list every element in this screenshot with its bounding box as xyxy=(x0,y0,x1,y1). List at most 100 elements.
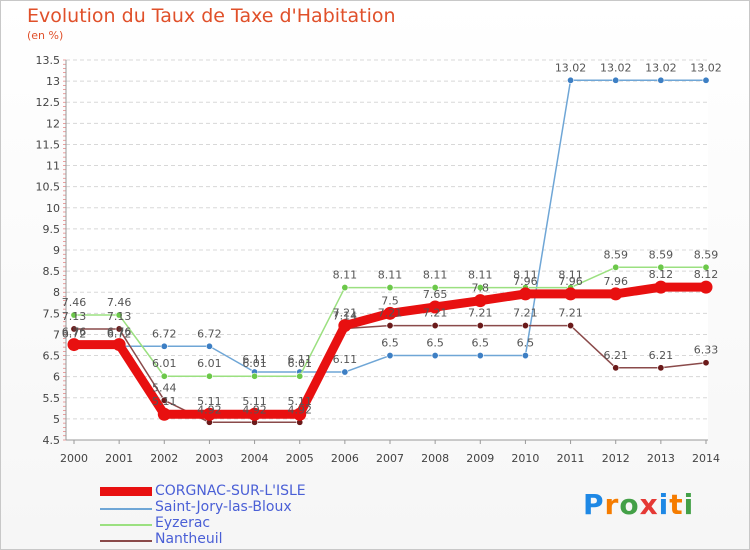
legend-label-nantheuil: Nantheuil xyxy=(155,531,223,547)
data-label-eyzerac: 8.11 xyxy=(513,269,538,282)
x-tick-label: 2006 xyxy=(331,452,359,465)
logo-letter: i xyxy=(683,488,695,521)
data-label-saint-jory: 6.72 xyxy=(107,327,132,340)
data-label-corgnac: 8.12 xyxy=(649,268,674,281)
data-point-eyzerac xyxy=(205,372,213,380)
data-point-corgnac xyxy=(202,407,216,421)
y-tick-label: 10.5 xyxy=(36,181,61,194)
chart-subtitle: (en %) xyxy=(27,29,64,42)
data-label-saint-jory: 6.5 xyxy=(472,337,490,350)
data-point-eyzerac xyxy=(431,284,439,292)
y-tick-label: 4.5 xyxy=(43,434,61,447)
data-label-eyzerac: 8.11 xyxy=(333,269,358,282)
y-tick-label: 6.5 xyxy=(43,350,61,363)
data-label-nantheuil: 6.33 xyxy=(694,344,719,357)
data-point-corgnac xyxy=(609,287,623,301)
y-tick-label: 8.5 xyxy=(43,265,61,278)
legend-label-corgnac: CORGNAC-SUR-L'ISLE xyxy=(155,483,306,499)
data-point-corgnac xyxy=(564,287,578,301)
data-label-saint-jory: 6.11 xyxy=(333,353,358,366)
data-label-saint-jory: 6.11 xyxy=(242,353,267,366)
data-point-nantheuil xyxy=(567,322,575,330)
data-point-saint-jory xyxy=(386,352,394,360)
data-label-corgnac: 7.8 xyxy=(472,282,490,295)
data-point-eyzerac xyxy=(612,263,620,271)
data-label-nantheuil: 6.21 xyxy=(603,349,628,362)
data-label-saint-jory: 6.72 xyxy=(197,327,222,340)
x-tick-label: 2013 xyxy=(647,452,675,465)
legend-swatch-eyzerac xyxy=(100,524,152,526)
data-point-corgnac xyxy=(67,338,81,352)
data-label-eyzerac: 7.46 xyxy=(62,296,87,309)
data-point-nantheuil xyxy=(521,322,529,330)
data-point-saint-jory xyxy=(341,368,349,376)
series-layer: 6.72 6.72 6.72 6.72 6.11 6.11 6.11 6.5 6.5 6.5 6.5… xyxy=(62,61,722,426)
data-label-eyzerac: 6.01 xyxy=(197,357,222,370)
y-tick-label: 13.5 xyxy=(36,54,61,67)
x-tick-label: 2004 xyxy=(241,452,269,465)
data-point-eyzerac xyxy=(657,263,665,271)
data-point-saint-jory xyxy=(657,76,665,84)
data-label-corgnac: 5.11 xyxy=(287,395,312,408)
data-label-nantheuil: 6.21 xyxy=(649,349,674,362)
data-label-saint-jory: 6.72 xyxy=(152,327,177,340)
x-tick-label: 2009 xyxy=(466,452,494,465)
data-label-corgnac: 5.11 xyxy=(152,395,177,408)
data-label-corgnac: 5.11 xyxy=(242,395,267,408)
data-label-nantheuil: 7.13 xyxy=(62,310,87,323)
data-point-corgnac xyxy=(112,338,126,352)
data-point-saint-jory xyxy=(205,342,213,350)
x-tick-label: 2005 xyxy=(286,452,314,465)
data-point-saint-jory xyxy=(476,352,484,360)
legend-swatch-saint-jory xyxy=(100,508,152,510)
logo-letter: P xyxy=(583,488,605,521)
data-label-corgnac: 7.65 xyxy=(423,288,448,301)
data-label-nantheuil: 7.21 xyxy=(558,307,583,320)
y-tick-label: 5 xyxy=(53,413,60,426)
data-label-corgnac: 7.5 xyxy=(381,294,399,307)
axes: 4.555.566.577.588.599.51010.51111.51212.… xyxy=(36,54,721,465)
data-point-eyzerac xyxy=(115,311,123,319)
data-point-nantheuil xyxy=(431,322,439,330)
data-label-nantheuil: 4.92 xyxy=(287,403,312,416)
proxiti-logo: Proxiti xyxy=(583,488,694,521)
x-tick-label: 2007 xyxy=(376,452,404,465)
data-label-corgnac: 5.11 xyxy=(197,395,222,408)
data-point-eyzerac xyxy=(296,372,304,380)
data-point-corgnac xyxy=(699,280,713,294)
data-label-nantheuil: 7.21 xyxy=(378,307,403,320)
data-label-nantheuil: 7.21 xyxy=(513,307,538,320)
y-tick-label: 9.5 xyxy=(43,223,61,236)
data-point-saint-jory xyxy=(612,76,620,84)
y-tick-label: 11 xyxy=(46,160,60,173)
data-label-corgnac: 8.12 xyxy=(694,268,719,281)
data-label-eyzerac: 6.01 xyxy=(287,357,312,370)
data-point-corgnac xyxy=(157,407,171,421)
y-tick-label: 5.5 xyxy=(43,392,61,405)
data-point-nantheuil xyxy=(70,325,78,333)
data-label-corgnac: 6.76 xyxy=(62,326,87,339)
data-label-corgnac: 7.96 xyxy=(603,275,628,288)
data-label-saint-jory: 6.5 xyxy=(517,337,535,350)
x-tick-label: 2003 xyxy=(195,452,223,465)
data-label-eyzerac: 7.46 xyxy=(107,296,132,309)
y-tick-label: 12.5 xyxy=(36,96,61,109)
data-label-eyzerac: 8.59 xyxy=(649,248,674,261)
data-label-eyzerac: 8.11 xyxy=(423,269,448,282)
data-label-nantheuil: 5.44 xyxy=(152,381,177,394)
legend-label-saint-jory: Saint-Jory-las-Bloux xyxy=(155,499,292,515)
data-label-eyzerac: 8.59 xyxy=(694,248,719,261)
data-label-saint-jory: 13.02 xyxy=(600,61,632,74)
x-tick-label: 2008 xyxy=(421,452,449,465)
legend-swatch-corgnac xyxy=(100,487,152,496)
data-label-eyzerac: 8.59 xyxy=(603,248,628,261)
data-label-eyzerac: 8.11 xyxy=(468,269,493,282)
x-tick-label: 2011 xyxy=(557,452,585,465)
data-point-saint-jory xyxy=(431,352,439,360)
data-label-saint-jory: 6.5 xyxy=(381,337,399,350)
data-label-saint-jory: 6.72 xyxy=(62,327,87,340)
y-tick-label: 6 xyxy=(53,371,60,384)
data-label-saint-jory: 6.5 xyxy=(426,337,444,350)
x-tick-label: 2010 xyxy=(511,452,539,465)
data-point-eyzerac xyxy=(702,263,710,271)
